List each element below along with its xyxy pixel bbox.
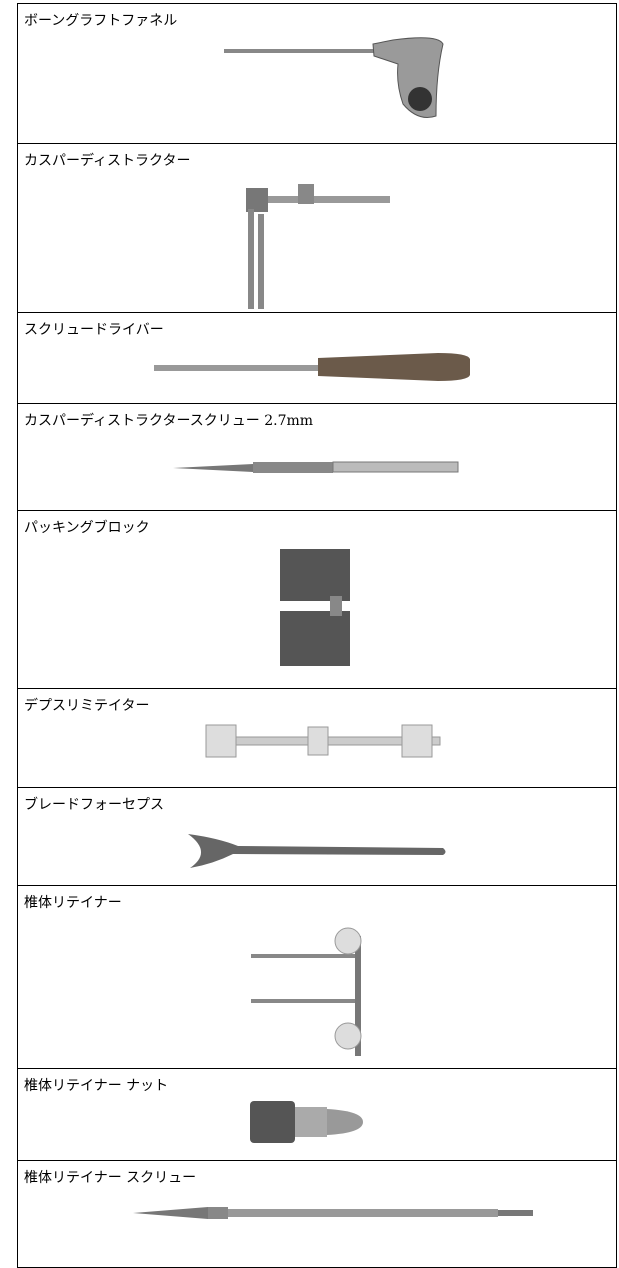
instrument-shape: [330, 596, 342, 616]
instrument-shape: [251, 954, 361, 958]
instrument-shape: [355, 936, 361, 1056]
row: デプスリミテイター: [18, 689, 616, 788]
instrument-shape: [258, 214, 264, 309]
instrument-shape: [498, 1210, 533, 1216]
instrument-shape: [280, 549, 350, 601]
instrument-shape: [154, 365, 326, 371]
instrument-shape: [248, 209, 254, 309]
instrument-shape: [188, 834, 446, 868]
label: ブレードフォーセプス: [24, 797, 164, 813]
distractor-image: [246, 184, 390, 309]
instrument-shape: [327, 1109, 363, 1135]
retainer-image: [251, 927, 362, 1056]
nut-image: [250, 1101, 363, 1143]
label: 椎体リテイナー: [24, 895, 122, 911]
instrument-shape: [332, 461, 459, 473]
packing-block-image: [280, 549, 350, 666]
instrument-shape: [205, 724, 237, 758]
row: 椎体リテイナー スクリュー: [18, 1161, 616, 1267]
row: 椎体リテイナー ナット: [18, 1069, 616, 1161]
instrument-shape: [318, 353, 470, 381]
instrument-shape: [228, 1209, 498, 1217]
instrument-shape: [401, 724, 433, 758]
funnel-image: [224, 37, 444, 118]
forceps-image: [188, 834, 446, 868]
screwdriver-image: [154, 353, 470, 381]
instrument-shape: [224, 49, 376, 53]
label: 椎体リテイナー スクリュー: [24, 1170, 197, 1186]
long-screw-image: [133, 1207, 533, 1219]
label: カスパーディストラクタースクリュー 2.7mm: [24, 413, 314, 429]
label: デプスリミテイター: [24, 698, 150, 714]
instrument-shape: [246, 188, 268, 212]
instrument-shape: [251, 999, 361, 1003]
instrument-shape: [208, 1207, 228, 1219]
instrument-shape: [334, 1022, 362, 1050]
instrument-shape: [334, 927, 362, 955]
instrument-shape: [258, 196, 390, 203]
row: 椎体リテイナー: [18, 886, 616, 1069]
label: パッキングブロック: [24, 520, 150, 536]
instrument-shape: [250, 1101, 295, 1143]
row: カスパーディストラクタースクリュー 2.7mm: [18, 404, 616, 511]
instrument-shape: [173, 464, 253, 472]
label: カスパーディストラクター: [24, 153, 191, 169]
row: カスパーディストラクター: [18, 144, 616, 313]
instrument-shape: [307, 726, 329, 756]
row: ブレードフォーセプス: [18, 788, 616, 886]
instrument-shape: [295, 1107, 327, 1137]
instrument-shape: [408, 87, 432, 111]
label: ボーングラフトファネル: [24, 13, 178, 29]
depth-limiter-image: [205, 724, 441, 758]
row: ボーングラフトファネル: [18, 4, 616, 144]
screw-image: [173, 461, 459, 473]
label: 椎体リテイナー ナット: [24, 1078, 169, 1094]
instrument-shape: [372, 37, 444, 118]
instrument-shape: [280, 611, 350, 666]
instrument-shape: [298, 184, 314, 204]
instrument-shape: [133, 1207, 208, 1219]
instrument-table: ボーングラフトファネル カスパーディストラクター スクリュードライバー カスパー…: [17, 3, 617, 1268]
instrument-shape: [253, 462, 333, 473]
row: スクリュードライバー: [18, 313, 616, 404]
label: スクリュードライバー: [24, 322, 164, 338]
row: パッキングブロック: [18, 511, 616, 689]
